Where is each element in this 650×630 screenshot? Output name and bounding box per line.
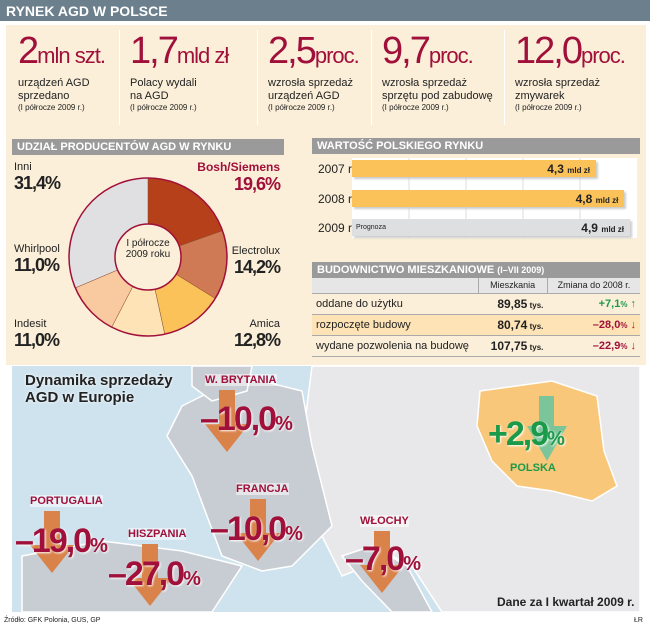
header-title: RYNEK AGD W POLSCE [0,0,650,21]
stat-note: (I półrocze 2009 r.) [130,103,197,112]
col-header: Zmiana do 2008 r. [546,278,640,294]
bar-0: 4,3 mld zł [352,160,596,177]
arrow-up-icon: ↑ [630,297,637,310]
stat-value: 12,0proc. [515,30,626,72]
pie-label: Bosh/Siemens 19,6% [197,160,281,194]
row-value: 89,85 tys. [478,293,548,315]
table-row: oddane do użytku 89,85 tys. +7,1% ↑ [312,293,640,315]
col-header [312,278,478,294]
table-row: rozpoczęte budowy 80,74 tys. –28,0% ↓ [312,314,640,336]
stat-note: (I półrocze 2009 r.) [18,103,85,112]
country-name: FRANCJA [236,483,289,495]
pie-label: Inni 31,4% [14,161,61,193]
pie-label: Amica 12,8% [233,318,281,350]
stat-value: 2,5proc. [268,30,360,72]
forecast-label: Prognoza [356,224,386,231]
stat-block: 9,7proc. wzrosła sprzedaż sprzętu pod za… [372,30,505,125]
stat-desc: wzrosła sprzedaż sprzętu pod zabudowę [382,77,493,102]
row-value: 80,74 tys. [478,314,548,336]
author-initials: ŁR [634,617,643,624]
row-change: +7,1% ↑ [547,293,640,315]
pie-ring [114,223,182,291]
col-header: Mieszkania [477,278,548,294]
country-value: –19,0% [15,522,108,560]
country-value: –10,0% [200,400,293,438]
stat-value: 1,7mld zł [130,30,229,72]
pie-center-label: I półrocze 2009 roku [125,238,171,260]
pie-label: Whirlpool 11,0% [14,243,60,275]
table-row: wydane pozwolenia na budowę 107,75 tys. –2… [312,335,640,357]
bar-category: 2007 r. [318,162,355,176]
country-value: –7,0% [345,540,421,578]
table-header: Mieszkania Zmiana do 2008 r. [312,278,640,294]
bar-value: 4,9 mld zł [581,221,624,235]
country-name: POLSKA [510,462,556,474]
pie-label: Electrolux 14,2% [231,245,281,277]
map-note: Dane za I kwartał 2009 r. [497,595,635,609]
arrow-down-icon: ↓ [630,339,637,352]
pie-label: Indesit 11,0% [14,318,60,350]
country-name: HISZPANIA [128,528,187,540]
pie-ring [68,177,228,337]
stat-note: (I półrocze 2009 r.) [382,103,449,112]
country-value: –27,0% [108,555,201,593]
bar-title: WARTOŚĆ POLSKIEGO RYNKU [312,138,640,154]
housing-table: Mieszkania Zmiana do 2008 r. oddane do u… [312,278,640,357]
stat-value: 2mln szt. [18,30,106,72]
stat-block: 2,5proc. wzrosła sprzedaż urządzeń AGD (… [258,30,372,125]
housing-title: BUDOWNICTWO MIESZKANIOWE (I–VII 2009) [312,262,640,278]
europe-map [12,366,640,612]
pie-title: UDZIAŁ PRODUCENTÓW AGD W RYNKU [12,139,284,155]
bar-category: 2008 r. [318,192,355,206]
stat-desc: wzrosła sprzedaż urządzeń AGD [268,77,353,102]
row-label: wydane pozwolenia na budowę [312,335,478,357]
bar-value: 4,3 mld zł [547,162,590,176]
row-change: –22,9% ↓ [547,335,640,357]
row-label: rozpoczęte budowy [312,314,478,336]
row-change: –28,0% ↓ [547,314,640,336]
arrow-down-icon: ↓ [630,318,637,331]
stat-block: 1,7mld zł Polacy wydali na AGD (I półroc… [120,30,258,125]
housing-period: (I–VII 2009) [497,265,545,275]
stat-desc: Polacy wydali na AGD [130,77,197,102]
map-title: Dynamika sprzedaży AGD w Europie [25,372,173,406]
country-name: W. BRYTANIA [205,374,277,386]
stat-desc: wzrosła sprzedaż zmywarek [515,77,600,102]
country-name: WŁOCHY [360,515,409,527]
bar-2: Prognoza 4,9 mld zł [352,219,630,236]
row-label: oddane do użytku [312,293,478,315]
stat-desc: urządzeń AGD sprzedano [18,77,90,102]
housing-title-text: BUDOWNICTWO MIESZKANIOWE [317,264,495,276]
country-value: –10,0% [210,510,303,548]
bar-1: 4,8 mld zł [352,190,625,207]
row-value: 107,75 tys. [478,335,548,357]
stat-note: (I półrocze 2009 r.) [268,103,335,112]
bar-value: 4,8 mld zł [575,192,619,206]
country-value: +2,9% [488,415,565,453]
stat-note: (I półrocze 2009 r.) [515,103,582,112]
bar-category: 2009 r. [318,221,355,235]
stat-value: 9,7proc. [382,30,474,72]
pie-chart [68,177,228,337]
source-note: Źródło: GFK Polonia, GUS, GP [4,617,101,624]
stat-block: 2mln szt. urządzeń AGD sprzedano (I półr… [8,30,120,125]
country-name: PORTUGALIA [30,495,103,507]
stat-block: 12,0proc. wzrosła sprzedaż zmywarek (I p… [505,30,640,125]
